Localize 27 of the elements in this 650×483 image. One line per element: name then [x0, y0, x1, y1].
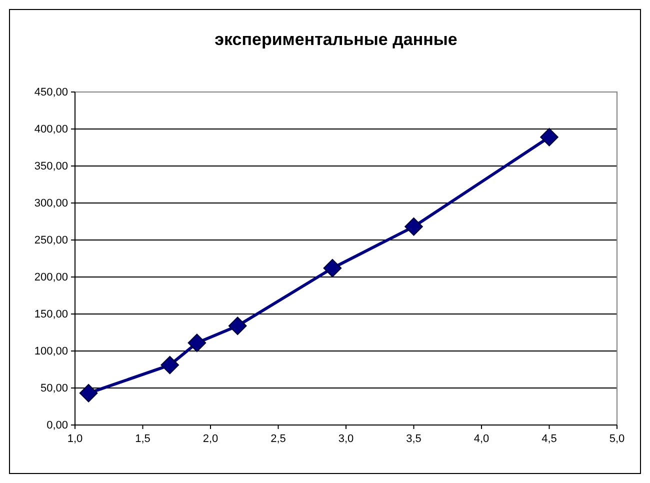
y-tick-label: 0,00: [46, 420, 68, 432]
y-tick-label: 250,00: [34, 234, 68, 247]
y-tick-label: 150,00: [34, 308, 68, 321]
x-tick-label: 5,0: [609, 432, 625, 445]
y-tick-label: 300,00: [34, 198, 68, 210]
y-tick-label: 100,00: [34, 346, 68, 358]
point: [323, 258, 342, 278]
y-tick-label: 50,00: [40, 382, 68, 395]
y-tick-label: 450,00: [34, 86, 68, 99]
point: [79, 384, 98, 402]
x-tick-label: 2,5: [270, 432, 286, 445]
y-tick-label: 400,00: [34, 124, 68, 136]
x-tick-label: 3,5: [406, 432, 422, 445]
y-tick-label: 350,00: [34, 160, 68, 173]
chart-title: экспериментальные данные: [214, 30, 458, 49]
x-tick-label: 1,0: [67, 432, 83, 445]
point: [160, 356, 180, 374]
x-tick-label: 2,0: [202, 432, 218, 445]
point: [228, 316, 247, 335]
x-tick-label: 1,5: [135, 432, 150, 445]
point: [404, 218, 423, 236]
x-tick-label: 3,0: [338, 432, 354, 445]
x-tick-label: 4,5: [542, 432, 557, 445]
y-tick-label: 200,00: [34, 272, 68, 284]
x-tick-label: 4,0: [474, 432, 490, 445]
point: [188, 334, 206, 352]
point: [540, 128, 558, 146]
